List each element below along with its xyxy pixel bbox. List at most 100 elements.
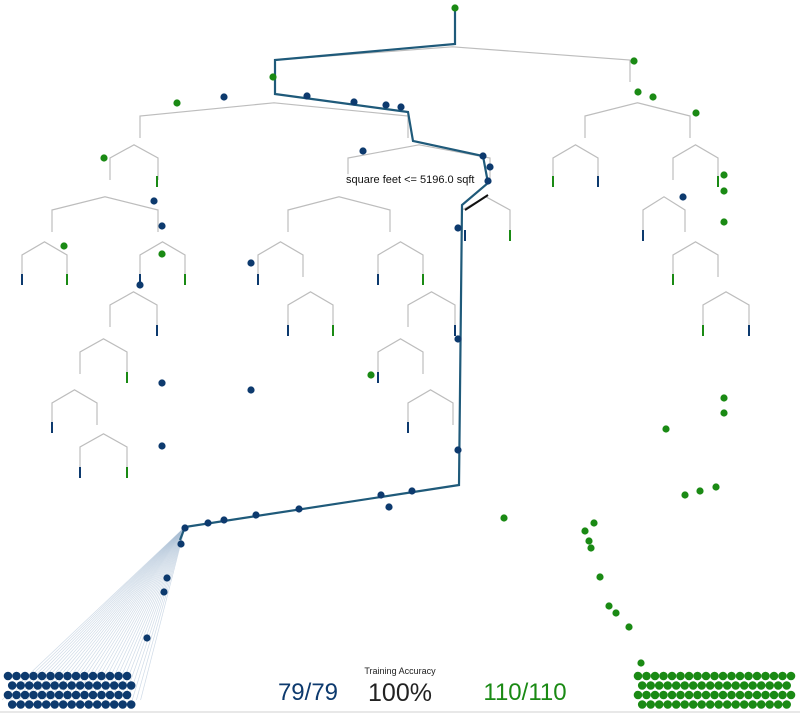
green-stack-point bbox=[778, 690, 787, 700]
tree-leaves bbox=[21, 176, 750, 478]
tree-branch bbox=[21, 241, 68, 277]
green-point bbox=[720, 409, 728, 417]
fan-line bbox=[77, 526, 186, 701]
tree-branch bbox=[257, 241, 304, 277]
blue-stack-point bbox=[122, 671, 132, 681]
blue-point bbox=[454, 224, 462, 232]
tree-branch bbox=[139, 102, 409, 138]
green-stack-point bbox=[697, 700, 706, 709]
tree-branch bbox=[79, 338, 128, 374]
fan-line bbox=[85, 526, 186, 701]
green-stack-point bbox=[667, 690, 677, 700]
blue-stack-point bbox=[114, 690, 123, 700]
fan-line bbox=[73, 526, 186, 701]
blue-point bbox=[204, 519, 212, 527]
fan-line bbox=[89, 526, 186, 701]
tree-branch bbox=[79, 433, 128, 469]
blue-stack-point bbox=[84, 700, 93, 709]
blue-stack-point bbox=[67, 681, 76, 690]
green-point bbox=[269, 73, 277, 81]
green-stack-point bbox=[786, 690, 796, 700]
green-stack-point bbox=[752, 690, 762, 700]
green-stack-point bbox=[667, 671, 677, 681]
tree-branch bbox=[407, 389, 454, 425]
fan-line bbox=[22, 526, 186, 701]
tree-branch bbox=[377, 338, 424, 374]
blue-point bbox=[408, 487, 416, 495]
tree-branch bbox=[552, 144, 599, 180]
fan-line bbox=[43, 526, 186, 701]
fan-line bbox=[136, 526, 186, 701]
blue-stack-point bbox=[92, 681, 102, 690]
blue-stack-point bbox=[37, 671, 47, 681]
green-stack-point bbox=[722, 681, 732, 690]
blue-stack-point bbox=[46, 671, 55, 681]
blue-stack-point bbox=[41, 700, 51, 709]
blue-stack-point bbox=[122, 690, 132, 700]
blue-point bbox=[385, 503, 393, 511]
green-stack-point bbox=[676, 690, 685, 700]
tree-branch bbox=[287, 291, 334, 327]
blue-point bbox=[163, 574, 171, 582]
blue-stack-point bbox=[33, 700, 42, 709]
blue-stack-point bbox=[41, 681, 51, 690]
fan-line bbox=[26, 526, 186, 701]
green-stack-point bbox=[654, 700, 664, 709]
blue-stack-point bbox=[58, 681, 68, 690]
green-stack-point bbox=[752, 671, 762, 681]
blue-point bbox=[303, 92, 311, 100]
green-stack-point bbox=[778, 671, 787, 681]
green-point bbox=[630, 57, 638, 65]
blue-stack-point bbox=[105, 671, 115, 681]
blue-point bbox=[150, 197, 158, 205]
blue-stack-point bbox=[12, 690, 21, 700]
blue-stack-point bbox=[3, 671, 13, 681]
fan-line bbox=[56, 526, 186, 701]
blue-point bbox=[220, 93, 228, 101]
fan-line bbox=[140, 526, 186, 701]
green-point bbox=[720, 171, 728, 179]
tree-branch bbox=[109, 291, 158, 327]
green-stack-point bbox=[735, 671, 745, 681]
blue-stack-point bbox=[20, 671, 30, 681]
fan-line bbox=[18, 526, 186, 701]
path-line bbox=[178, 8, 490, 541]
green-stack-point bbox=[748, 681, 757, 690]
blue-point bbox=[359, 147, 367, 155]
blue-stack-point bbox=[88, 690, 98, 700]
blue-point bbox=[160, 588, 168, 596]
tree-branch bbox=[139, 241, 186, 277]
green-stack-point bbox=[756, 700, 766, 709]
green-stack-point bbox=[693, 690, 702, 700]
fan-line bbox=[31, 526, 186, 701]
blue-point bbox=[177, 540, 185, 548]
fan-line bbox=[106, 526, 186, 701]
green-point bbox=[581, 527, 589, 535]
fan-line bbox=[131, 526, 186, 701]
green-stack-point bbox=[731, 681, 740, 690]
blue-point bbox=[252, 511, 260, 519]
tree-branch bbox=[461, 196, 511, 232]
fan-line bbox=[64, 526, 186, 701]
blue-stack-point bbox=[118, 700, 127, 709]
blue-point bbox=[484, 177, 492, 185]
green-point bbox=[637, 659, 645, 667]
blue-point bbox=[143, 634, 151, 642]
blue-stack-point bbox=[80, 690, 89, 700]
green-stack-point bbox=[659, 690, 668, 700]
active-split bbox=[464, 194, 489, 211]
blue-point bbox=[158, 222, 166, 230]
right-accuracy: 110/110 bbox=[470, 678, 580, 708]
blue-stack-point bbox=[101, 700, 110, 709]
fan-line bbox=[94, 526, 186, 701]
blue-point bbox=[377, 491, 385, 499]
fan-line bbox=[123, 526, 186, 701]
blue-point bbox=[454, 335, 462, 343]
fan-line bbox=[98, 526, 186, 701]
blue-stack-point bbox=[71, 671, 81, 681]
green-stack-point bbox=[731, 700, 740, 709]
green-point bbox=[605, 602, 613, 610]
blue-stack-point bbox=[50, 681, 59, 690]
fan-line bbox=[52, 526, 186, 701]
green-stack-point bbox=[671, 700, 681, 709]
